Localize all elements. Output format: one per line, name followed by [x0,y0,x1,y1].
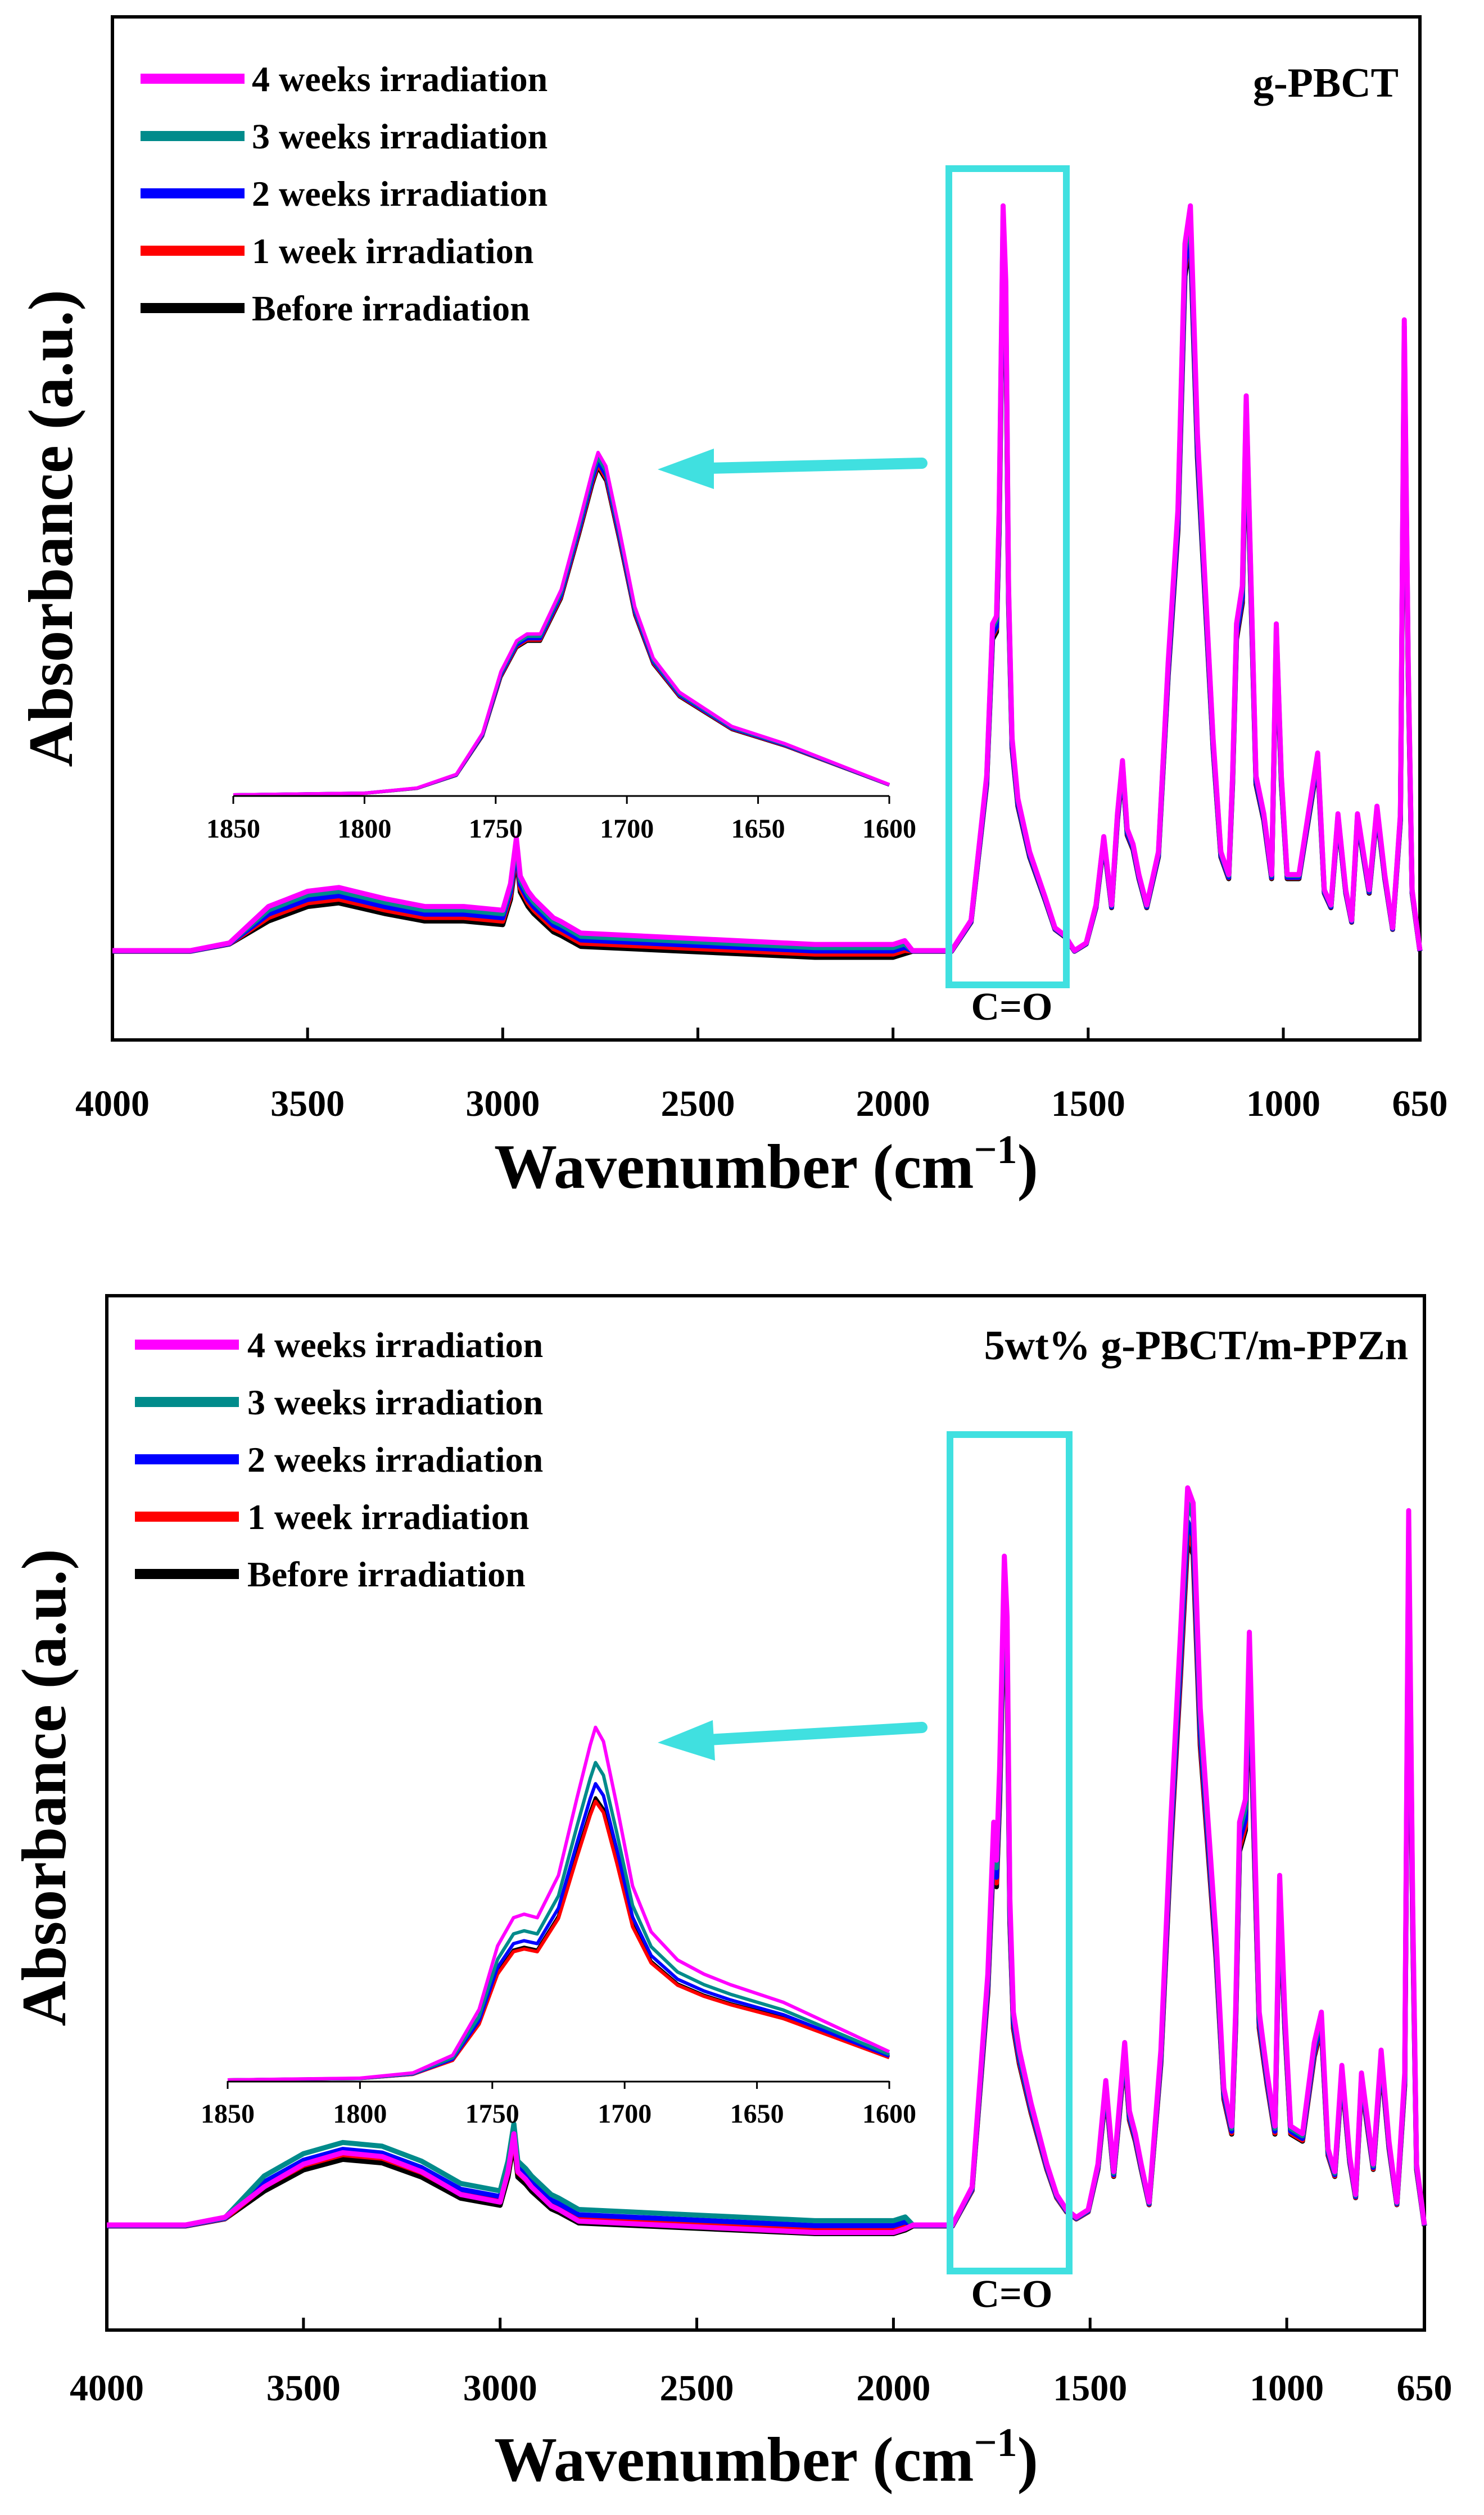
inset-x-tick-label: 1750 [469,814,523,844]
legend-item: 4 weeks irradiation [141,59,548,99]
inset-plot: 1850 1800 1750 1700 1650 1600 [201,1725,916,2129]
legend-label: 4 weeks irradiation [252,59,548,99]
x-tick-label: 1500 [1051,1083,1125,1124]
legend: 4 weeks irradiation 3 weeks irradiation … [135,1325,543,1594]
legend-label: 3 weeks irradiation [252,116,548,156]
spectrum-line [112,203,1423,953]
legend-item: 1 week irradiation [141,231,533,271]
y-axis-title: Absorbance (a.u.) [16,290,86,767]
x-tick-label: 2500 [660,1083,735,1124]
legend-item: Before irradiation [141,288,530,328]
legend-label: 2 weeks irradiation [252,174,548,214]
x-tick-label: 3500 [270,1083,345,1124]
y-axis-title: Absorbance (a.u.) [10,1549,79,2026]
inset-spectrum-line [227,1725,890,2082]
inset-spectrum-line [227,1761,890,2082]
plot-frame [111,15,1422,1042]
inset-x-tick-label: 1650 [731,814,785,844]
x-tick-label: 1000 [1246,1083,1320,1124]
inset-x-tick-label: 1600 [862,814,916,844]
legend-item: 3 weeks irradiation [141,116,548,156]
x-axis-ticks: 4000 3500 3000 2500 2000 1500 1000 650 [70,2318,1453,2409]
legend-label: Before irradiation [247,1554,526,1594]
legend-label: 4 weeks irradiation [247,1325,543,1365]
spectrum-line [107,1485,1427,2235]
legend-label: Before irradiation [252,288,530,328]
spectrum-lines [112,203,1423,960]
legend-label: 2 weeks irradiation [247,1440,543,1480]
pointer-arrow [658,1720,928,1761]
spectrum-lines [107,1485,1427,2236]
x-tick-label: 3000 [465,1083,540,1124]
inset-x-ticks: 1850 1800 1750 1700 1650 1600 [206,796,916,844]
panel-g-pbct-m-ppzn: 1850 1800 1750 1700 1650 1600 C=O 4 weeks irr… [10,1294,1453,2495]
x-axis-title: Wavenumber (cm−1) [494,2420,1038,2495]
x-tick-label: 1000 [1250,2368,1324,2409]
x-axis-title: Wavenumber (cm−1) [494,1127,1038,1202]
legend-item: 3 weeks irradiation [135,1382,543,1422]
inset-plot: 1850 1800 1750 1700 1650 1600 [206,450,916,844]
x-tick-label: 2000 [856,1083,930,1124]
x-tick-label: 3000 [463,2368,537,2409]
legend-item: Before irradiation [135,1554,526,1594]
legend-item: 2 weeks irradiation [141,174,548,214]
inset-x-ticks: 1850 1800 1750 1700 1650 1600 [201,2081,916,2129]
carbonyl-highlight-box [945,165,1070,988]
legend-item: 4 weeks irradiation [135,1325,543,1365]
legend-item: 2 weeks irradiation [135,1440,543,1480]
plot-frame [105,1294,1426,2332]
x-tick-label: 1500 [1053,2368,1127,2409]
inset-spectrum-lines [233,450,890,797]
legend-label: 1 week irradiation [252,231,533,271]
inset-x-tick-label: 1800 [333,2099,387,2129]
inset-x-tick-label: 1700 [600,814,654,844]
carbonyl-label: C=O [971,2273,1053,2316]
carbonyl-label: C=O [971,985,1053,1029]
inset-x-tick-label: 1850 [206,814,260,844]
x-tick-label: 650 [1392,1083,1448,1124]
legend-label: 3 weeks irradiation [247,1382,543,1422]
inset-x-tick-label: 1650 [730,2099,784,2129]
x-tick-label: 4000 [75,1083,150,1124]
x-tick-label: 3500 [266,2368,341,2409]
legend-item: 1 week irradiation [135,1497,529,1537]
inset-spectrum-line [233,450,890,797]
inset-x-tick-label: 1850 [201,2099,255,2129]
x-tick-label: 2500 [660,2368,734,2409]
inset-x-tick-label: 1600 [862,2099,916,2129]
x-tick-label: 4000 [70,2368,144,2409]
pointer-arrow [658,449,928,489]
inset-spectrum-line [227,1782,890,2082]
x-tick-label: 650 [1397,2368,1453,2409]
sample-label: 5wt% g-PBCT/m-PPZn [984,1323,1408,1369]
carbonyl-highlight-box [947,1431,1073,2274]
legend: 4 weeks irradiation 3 weeks irradiation … [141,59,548,328]
panel-g-pbct: 1850 1800 1750 1700 1650 1600 C=O 4 weeks irr… [16,15,1448,1202]
inset-x-tick-label: 1750 [465,2099,519,2129]
inset-x-tick-label: 1700 [598,2099,651,2129]
x-tick-label: 2000 [856,2368,930,2409]
x-axis-ticks: 4000 3500 3000 2500 2000 1500 1000 650 [75,1028,1448,1124]
sample-label: g-PBCT [1253,60,1399,106]
legend-label: 1 week irradiation [247,1497,529,1537]
inset-spectrum-lines [227,1725,890,2082]
inset-x-tick-label: 1800 [337,814,391,844]
